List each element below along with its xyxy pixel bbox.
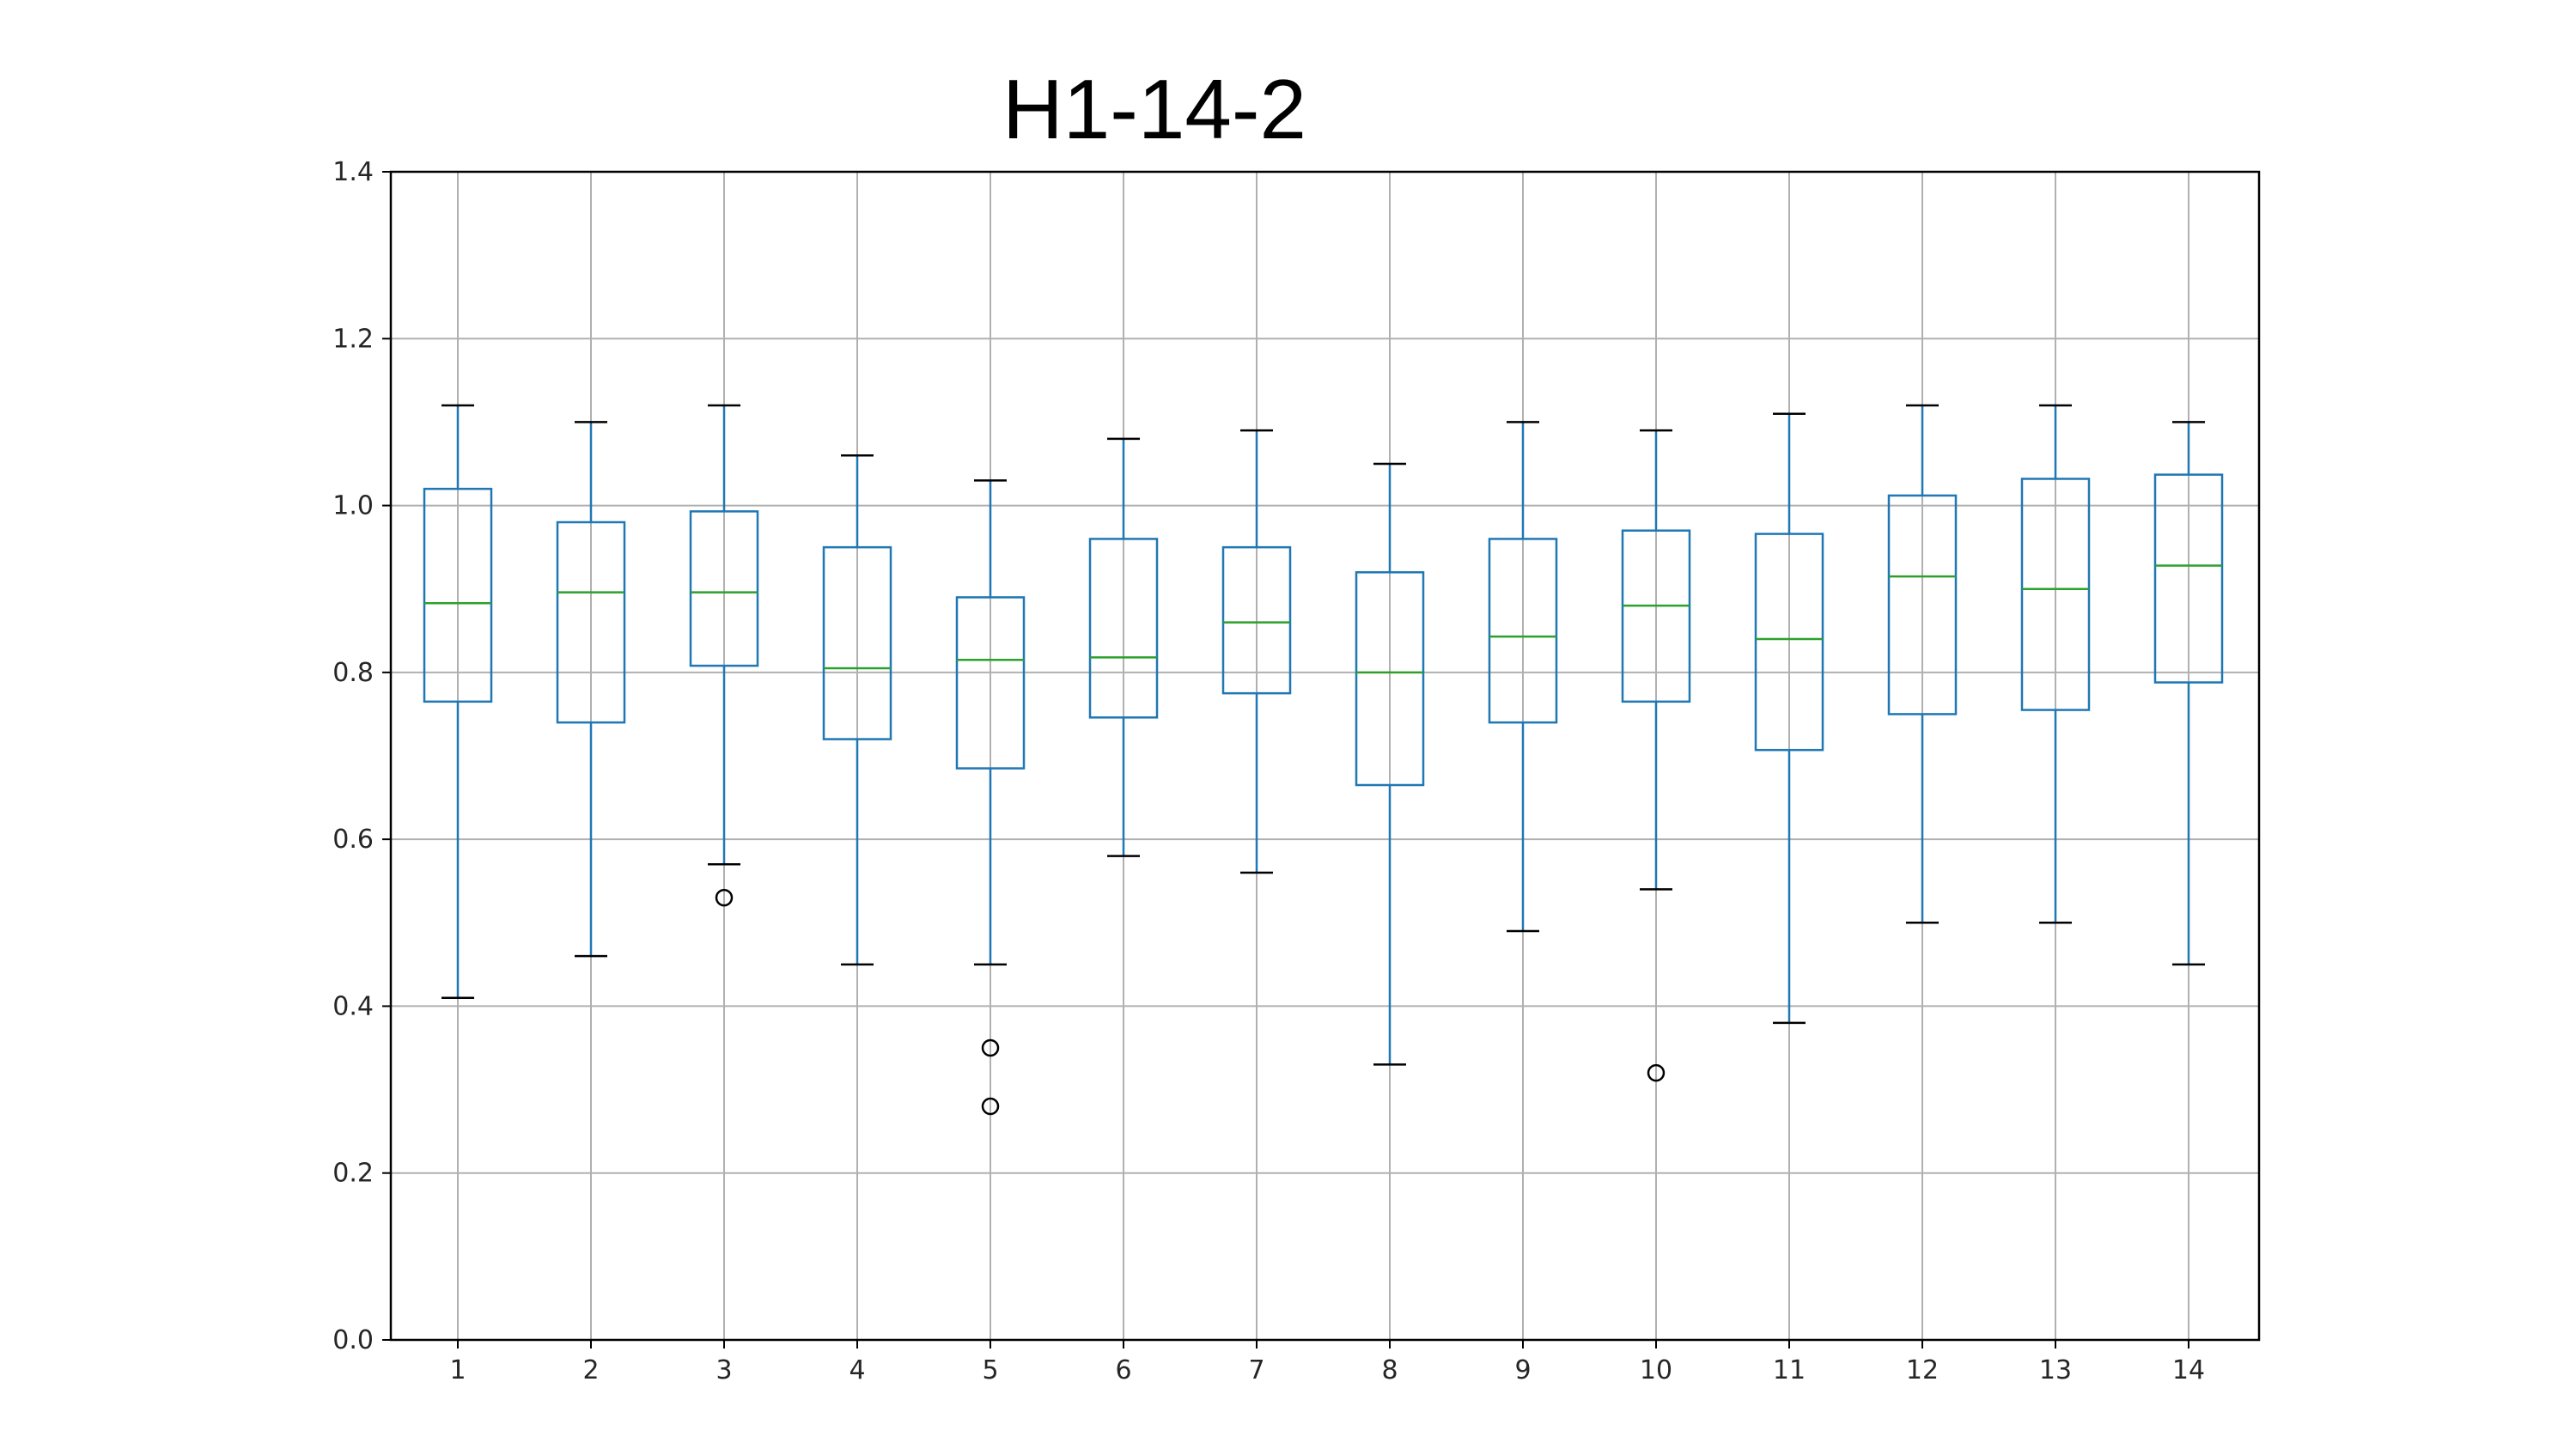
box-8 <box>1355 462 1425 1066</box>
y-tick-label: 0.6 <box>332 825 374 855</box>
iqr-box <box>1088 538 1159 719</box>
x-tick-label: 10 <box>1640 1355 1672 1385</box>
iqr-box <box>1887 494 1958 715</box>
x-tick-label: 12 <box>1906 1355 1939 1385</box>
iqr-box <box>1221 545 1292 695</box>
iqr-box <box>2020 478 2091 711</box>
outlier-point <box>981 1038 1000 1057</box>
iqr-box <box>822 545 892 740</box>
iqr-box <box>1488 538 1558 724</box>
box-4 <box>822 454 892 966</box>
x-axis: 1 2 3 4 5 6 7 8 9 10 11 12 13 14 <box>449 1340 2205 1385</box>
x-tick-label: 9 <box>1514 1355 1531 1385</box>
grid-lines <box>391 171 2259 1341</box>
box-7 <box>1221 429 1292 874</box>
y-axis: 0.0 0.2 0.4 0.6 0.8 1.0 1.2 1.4 <box>332 157 391 1355</box>
y-tick-label: 0.8 <box>332 658 374 688</box>
box-9 <box>1488 421 1558 933</box>
box-6 <box>1088 437 1159 857</box>
x-tick-label: 13 <box>2039 1355 2072 1385</box>
box-1 <box>423 404 493 999</box>
iqr-box <box>689 510 759 667</box>
box-11 <box>1754 412 1824 1025</box>
boxes <box>423 404 2224 1116</box>
x-tick-label: 11 <box>1773 1355 1806 1385</box>
outlier-point <box>1647 1063 1666 1082</box>
outlier-point <box>715 888 734 907</box>
iqr-box <box>955 596 1026 770</box>
x-tick-label: 7 <box>1248 1355 1264 1385</box>
y-tick-label: 0.4 <box>332 991 374 1021</box>
x-tick-label: 4 <box>849 1355 865 1385</box>
y-tick-label: 0.2 <box>332 1159 374 1189</box>
iqr-box <box>556 521 626 724</box>
box-5 <box>955 479 1026 1116</box>
x-tick-label: 8 <box>1381 1355 1398 1385</box>
iqr-box <box>1754 533 1824 752</box>
box-12 <box>1887 404 1958 924</box>
chart-title: H1-14-2 <box>1002 62 1307 156</box>
x-tick-label: 6 <box>1115 1355 1131 1385</box>
box-13 <box>2020 404 2091 924</box>
x-tick-label: 2 <box>582 1355 599 1385</box>
x-tick-label: 5 <box>982 1355 998 1385</box>
box-2 <box>556 421 626 958</box>
y-tick-label: 1.4 <box>332 157 374 187</box>
iqr-box <box>1621 529 1691 703</box>
y-tick-label: 1.0 <box>332 491 374 521</box>
outlier-point <box>981 1097 1000 1116</box>
x-tick-label: 3 <box>716 1355 732 1385</box>
iqr-box <box>423 487 493 703</box>
box-3 <box>689 404 759 907</box>
iqr-box <box>2153 473 2224 684</box>
y-tick-label: 0.0 <box>332 1325 374 1355</box>
iqr-box <box>1355 571 1425 787</box>
box-14 <box>2153 421 2224 966</box>
y-tick-label: 1.2 <box>332 324 374 354</box>
x-tick-label: 14 <box>2172 1355 2205 1385</box>
box-10 <box>1621 429 1691 1082</box>
plot-frame <box>389 170 2261 1342</box>
x-tick-label: 1 <box>449 1355 466 1385</box>
